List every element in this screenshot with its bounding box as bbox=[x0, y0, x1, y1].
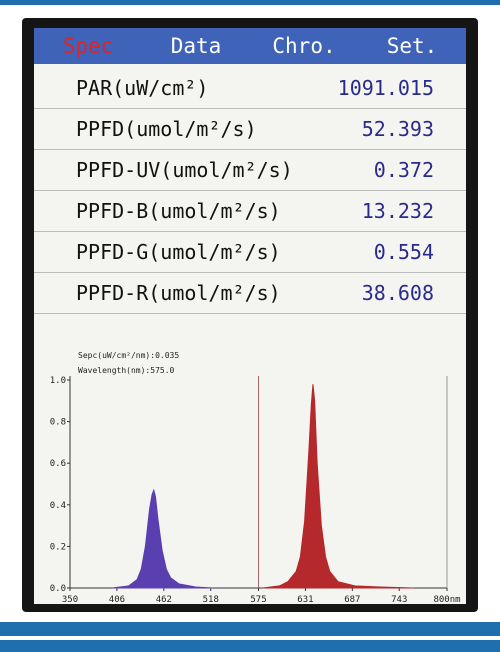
reading-value: 1091.015 bbox=[337, 76, 434, 100]
reading-label: PPFD-B(umol/m²/s) bbox=[76, 199, 281, 223]
x-tick-label: 800nm bbox=[433, 595, 460, 604]
x-tick-label: 743 bbox=[391, 595, 407, 604]
cursor-info: Wavelength(nm):575.0 bbox=[78, 366, 175, 375]
reading-value: 52.393 bbox=[361, 117, 434, 141]
reading-label: PPFD-UV(umol/m²/s) bbox=[76, 158, 293, 182]
reading-value: 38.608 bbox=[361, 281, 434, 305]
tab-bar: Spec Data Chro. Set. bbox=[34, 28, 466, 64]
spectrum-area bbox=[111, 488, 213, 589]
y-tick-label: 1.0 bbox=[50, 376, 66, 386]
y-tick-label: 0.8 bbox=[50, 418, 66, 428]
reading-label: PPFD-G(umol/m²/s) bbox=[76, 240, 281, 264]
reading-label: PPFD-R(umol/m²/s) bbox=[76, 281, 281, 305]
reading-row: PPFD-G(umol/m²/s) 0.554 bbox=[34, 232, 466, 273]
cursor-info: Sepc(uW/cm²/nm):0.035 bbox=[78, 351, 179, 360]
tab[interactable]: Set. bbox=[386, 34, 438, 58]
x-tick-label: 631 bbox=[297, 595, 313, 604]
spectrum-chart: Sepc(uW/cm²/nm):0.035 Wavelength(nm):575.… bbox=[50, 351, 461, 604]
x-tick-label: 350 bbox=[62, 595, 78, 604]
reading-row: PPFD-B(umol/m²/s) 13.232 bbox=[34, 191, 466, 232]
tab[interactable]: Spec bbox=[62, 34, 114, 58]
top-band bbox=[0, 0, 500, 5]
reading-row: PPFD-UV(umol/m²/s) 0.372 bbox=[34, 150, 466, 191]
bottom-band bbox=[0, 640, 500, 652]
device: Spec Data Chro. Set. PAR(uW/cm²) 1091.015… bbox=[22, 18, 478, 612]
x-tick-label: 575 bbox=[250, 595, 266, 604]
bottom-band bbox=[0, 622, 500, 636]
tab[interactable]: Data bbox=[170, 34, 222, 58]
spectrum-area bbox=[262, 384, 414, 589]
y-tick-label: 0.2 bbox=[50, 542, 66, 552]
reading-row: PPFD(umol/m²/s) 52.393 bbox=[34, 109, 466, 150]
x-tick-label: 406 bbox=[109, 595, 125, 604]
reading-value: 0.372 bbox=[373, 158, 434, 182]
screen: Spec Data Chro. Set. PAR(uW/cm²) 1091.015… bbox=[34, 28, 466, 604]
y-tick-label: 0.4 bbox=[50, 501, 66, 511]
reading-label: PPFD(umol/m²/s) bbox=[76, 117, 257, 141]
reading-row: PAR(uW/cm²) 1091.015 bbox=[34, 68, 466, 109]
x-tick-label: 518 bbox=[203, 595, 219, 604]
reading-value: 0.554 bbox=[373, 240, 434, 264]
y-tick-label: 0.6 bbox=[50, 459, 66, 469]
y-tick-label: 0.0 bbox=[50, 584, 66, 594]
x-tick-label: 687 bbox=[344, 595, 360, 604]
tab[interactable]: Chro. bbox=[272, 34, 336, 58]
readings: PAR(uW/cm²) 1091.015 PPFD(umol/m²/s) 52.393… bbox=[34, 68, 466, 314]
x-tick-label: 462 bbox=[156, 595, 172, 604]
reading-row: PPFD-R(umol/m²/s) 38.608 bbox=[34, 273, 466, 314]
reading-value: 13.232 bbox=[361, 199, 434, 223]
reading-label: PAR(uW/cm²) bbox=[76, 76, 209, 100]
